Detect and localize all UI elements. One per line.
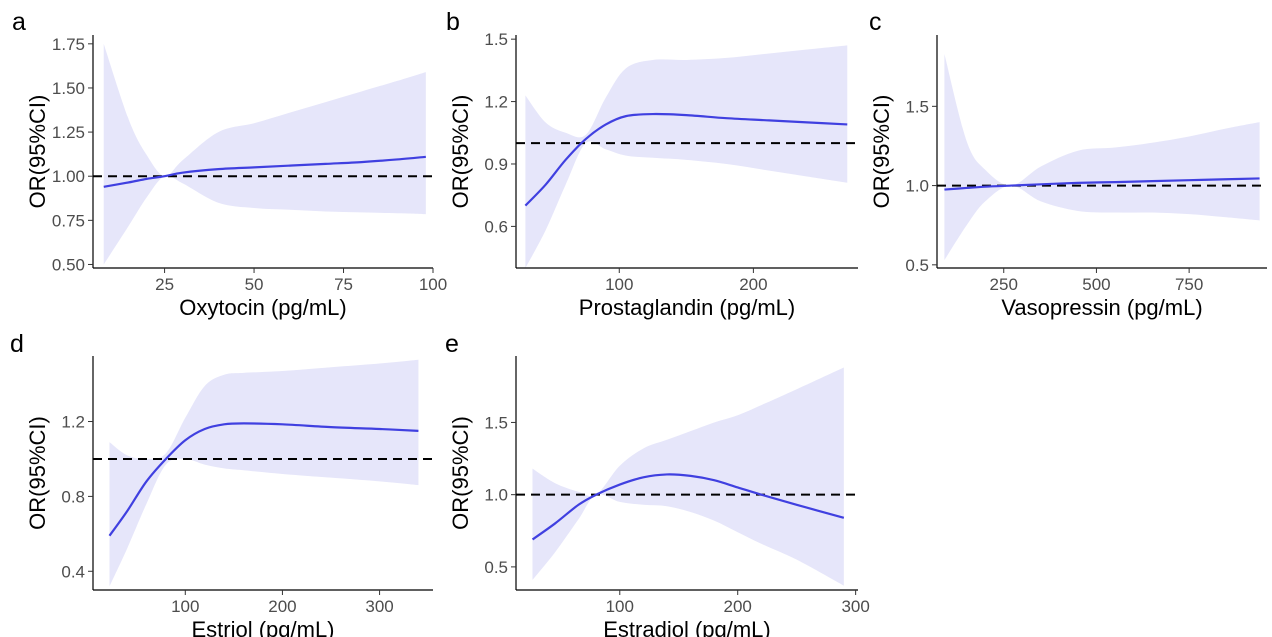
y-tick-label: 1.75: [52, 35, 85, 54]
y-tick-label: 0.5: [484, 558, 508, 577]
y-tick-label: 1.5: [484, 413, 508, 432]
confidence-band: [525, 45, 848, 269]
x-axis-title: Estradiol (pg/mL): [603, 617, 771, 637]
x-tick-label: 50: [245, 275, 264, 294]
x-tick-label: 75: [334, 275, 353, 294]
confidence-band: [109, 359, 419, 587]
y-tick-label: 0.50: [52, 255, 85, 274]
y-tick-label: 0.8: [61, 487, 85, 506]
x-tick-label: 500: [1082, 275, 1110, 294]
x-axis-title: Estriol (pg/mL): [191, 617, 334, 637]
y-tick-label: 1.5: [484, 30, 508, 49]
y-tick-label: 0.9: [484, 155, 508, 174]
y-axis-title: OR(95%CI): [448, 95, 473, 209]
x-axis-title: Prostaglandin (pg/mL): [579, 295, 795, 320]
y-tick-label: 0.4: [61, 562, 85, 581]
y-tick-label: 1.25: [52, 123, 85, 142]
x-axis-title: Oxytocin (pg/mL): [179, 295, 347, 320]
x-tick-label: 750: [1175, 275, 1203, 294]
y-tick-label: 1.00: [52, 167, 85, 186]
x-tick-label: 200: [724, 597, 752, 616]
or-line: [531, 473, 845, 541]
or-line: [108, 422, 419, 537]
x-tick-label: 250: [990, 275, 1018, 294]
y-tick-label: 0.6: [484, 217, 508, 236]
x-tick-label: 100: [605, 275, 633, 294]
panel-c: c 250 500 750 0.5 1.0 1.5 Vasopressin (pg/mL) OR…: [869, 8, 1267, 320]
panel-letter: a: [12, 8, 26, 36]
x-tick-label: 100: [419, 275, 447, 294]
y-tick-label: 1.50: [52, 79, 85, 98]
panel-d: d 100 200 300 0.4 0.8 1.2 Estriol (pg/mL) OR(95%…: [10, 330, 433, 637]
y-axis-title: OR(95%CI): [25, 416, 50, 530]
x-axis-title: Vasopressin (pg/mL): [1001, 295, 1202, 320]
y-tick-label: 0.75: [52, 211, 85, 230]
confidence-band: [103, 43, 426, 265]
y-tick-label: 1.0: [905, 177, 929, 196]
or-line: [103, 155, 426, 188]
x-tick-label: 25: [155, 275, 174, 294]
x-tick-label: 300: [365, 597, 393, 616]
or-line: [944, 177, 1260, 191]
panel-a: a 25 50 75 100 0.50 0.75 1.00 1.25 1.50 1.75 Oxytoc…: [12, 8, 447, 320]
panel-b: b 100 200 0.6 0.9 1.2 1.5 Prostaglandin (pg/mL)…: [446, 8, 858, 320]
x-tick-label: 200: [739, 275, 767, 294]
y-tick-label: 1.2: [484, 93, 508, 112]
y-tick-label: 1.5: [905, 97, 929, 116]
y-tick-label: 1.0: [484, 486, 508, 505]
x-tick-label: 200: [268, 597, 296, 616]
x-tick-label: 300: [841, 597, 869, 616]
y-tick-label: 1.2: [61, 413, 85, 432]
y-axis-title: OR(95%CI): [25, 95, 50, 209]
panel-letter: d: [10, 330, 24, 358]
confidence-band: [944, 54, 1260, 261]
panel-letter: c: [869, 8, 882, 36]
y-axis-title: OR(95%CI): [869, 95, 894, 209]
panel-e: e 100 200 300 0.5 1.0 1.5 Estradiol (pg/mL) OR(9…: [445, 330, 870, 637]
panel-letter: b: [446, 8, 460, 36]
x-tick-label: 100: [606, 597, 634, 616]
or-line: [524, 112, 848, 207]
y-axis-title: OR(95%CI): [448, 416, 473, 530]
y-tick-label: 0.5: [905, 256, 929, 275]
x-tick-label: 100: [171, 597, 199, 616]
panel-letter: e: [445, 330, 459, 358]
